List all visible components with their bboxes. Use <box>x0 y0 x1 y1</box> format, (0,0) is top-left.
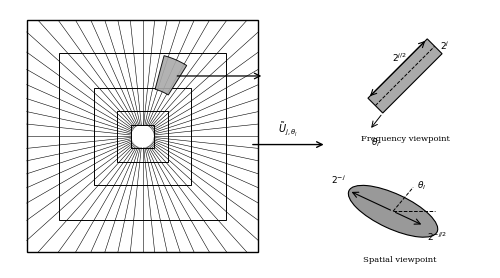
Text: $2^{-j}$: $2^{-j}$ <box>330 173 345 185</box>
Ellipse shape <box>348 185 438 237</box>
Text: $2^{j/2}$: $2^{j/2}$ <box>392 51 407 64</box>
Bar <box>117 111 168 162</box>
Polygon shape <box>155 56 186 95</box>
Polygon shape <box>368 39 442 113</box>
Text: Spatial viewpoint: Spatial viewpoint <box>363 256 437 264</box>
Text: $2^{j}$: $2^{j}$ <box>440 40 450 53</box>
Text: $\tilde{U}_{j,\theta_l}$: $\tilde{U}_{j,\theta_l}$ <box>278 120 298 138</box>
Text: $2^{-j/2}$: $2^{-j/2}$ <box>428 231 448 243</box>
Text: $\theta_l$: $\theta_l$ <box>370 137 380 149</box>
Text: Frequency viewpoint: Frequency viewpoint <box>360 135 450 143</box>
Bar <box>59 53 226 220</box>
Bar <box>131 125 154 148</box>
Text: $\theta_l$: $\theta_l$ <box>416 179 426 192</box>
Bar <box>94 88 191 185</box>
